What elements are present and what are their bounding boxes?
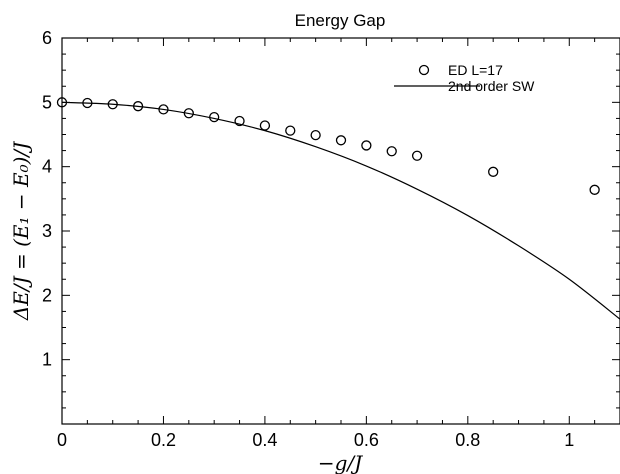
y-tick-label: 4 [42, 157, 52, 177]
y-tick-labels: 1 2 3 4 5 6 [42, 28, 52, 370]
data-point-ed [589, 184, 600, 195]
legend-marker-ed [418, 64, 430, 76]
x-tick-labels: 0 0.2 0.4 0.6 0.8 1 [57, 430, 574, 450]
axis-ticks [61, 37, 620, 424]
y-tick-label: 2 [42, 285, 52, 305]
data-point-ed [234, 115, 245, 127]
x-tick-label: 0.8 [455, 430, 480, 450]
y-tick-label: 3 [42, 221, 52, 241]
data-point-ed [132, 101, 144, 112]
x-tick-label: 0.2 [151, 430, 176, 450]
x-axis-label: −g/J [318, 451, 363, 474]
data-point-ed [335, 135, 347, 146]
y-axis-label: ΔE/J = (E₁ − E₀)/J [9, 141, 33, 321]
x-tick-label: 0.4 [252, 430, 277, 450]
series-markers-ed-l17 [56, 97, 600, 195]
y-tick-label: 5 [42, 92, 52, 112]
data-point-ed [183, 108, 194, 119]
data-point-ed [386, 146, 397, 157]
data-point-ed [361, 140, 372, 151]
y-tick-label: 1 [42, 350, 52, 370]
data-point-ed [107, 99, 118, 110]
data-point-ed [209, 111, 220, 123]
legend-label-ed: ED L=17 [448, 62, 503, 78]
x-tick-label: 0 [57, 430, 67, 450]
data-point-ed [285, 125, 296, 136]
data-point-ed [259, 120, 271, 131]
data-point-ed [158, 104, 169, 115]
y-tick-label: 6 [42, 28, 52, 48]
legend: ED L=17 2nd order SW [394, 62, 535, 94]
chart-title: Energy Gap [295, 11, 386, 30]
plot-frame [61, 37, 620, 425]
series-line-2nd-order-sw [61, 101, 620, 320]
data-point-ed [56, 97, 68, 108]
data-point-ed [310, 129, 321, 141]
data-point-ed [411, 150, 423, 161]
data-point-ed [82, 97, 93, 109]
x-tick-label: 0.6 [354, 430, 379, 450]
data-point-ed [488, 166, 499, 177]
x-tick-label: 1 [564, 430, 574, 450]
legend-label-sw: 2nd order SW [448, 78, 535, 94]
